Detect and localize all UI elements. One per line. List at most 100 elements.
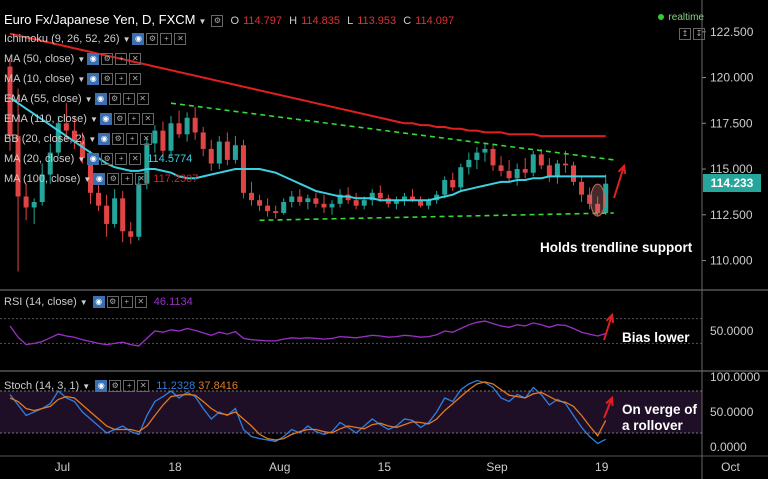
chevron-down-icon[interactable]: ▼ [84,95,93,104]
add-icon[interactable]: + [123,380,136,393]
chevron-down-icon[interactable]: ▼ [82,382,91,391]
add-icon[interactable]: + [127,113,140,126]
add-icon[interactable]: + [160,33,173,46]
close-icon[interactable]: ✕ [134,296,147,309]
chevron-down-icon[interactable]: ▼ [122,35,131,44]
candle-body [15,136,21,197]
add-icon[interactable]: + [122,93,135,106]
chevron-down-icon[interactable]: ▼ [89,115,98,124]
add-icon[interactable]: + [126,133,139,146]
chevron-down-icon[interactable]: ▼ [77,75,86,84]
eye-icon[interactable]: ◉ [87,53,100,66]
chevron-down-icon[interactable]: ▼ [79,298,88,307]
eye-icon[interactable]: ◉ [132,33,145,46]
candle-body [232,145,238,160]
candle [192,106,198,140]
candle [224,132,230,166]
eye-icon[interactable]: ◉ [93,173,106,186]
resistance-trendline [170,102,614,161]
chevron-down-icon[interactable]: ▼ [88,135,97,144]
rsi-label[interactable]: RSI (14, close) [4,296,77,308]
pane-down-icon[interactable]: ↧ [693,28,705,41]
chevron-down-icon[interactable]: ▼ [83,175,92,184]
eye-icon[interactable]: ◉ [98,133,111,146]
settings-icon[interactable]: ⚙ [146,33,159,46]
settings-icon[interactable]: ⚙ [107,173,120,186]
add-icon[interactable]: + [115,153,128,166]
candle [232,136,238,164]
candle [442,176,448,199]
chevron-down-icon[interactable]: ▼ [77,155,86,164]
close-icon[interactable]: ✕ [129,53,142,66]
close-icon[interactable]: ✕ [140,133,153,146]
close-icon[interactable]: ✕ [174,33,187,46]
eye-icon[interactable]: ◉ [92,296,105,309]
candle-body [305,198,311,202]
eye-icon[interactable]: ◉ [95,380,108,393]
candle [249,181,254,206]
realtime-dot-icon [658,14,665,21]
candle [47,143,53,184]
close-icon[interactable]: ✕ [141,113,154,126]
indicator-label[interactable]: EMA (110, close) [4,113,87,125]
candle [353,192,359,210]
eye-icon[interactable]: ◉ [87,153,100,166]
low-label: L [347,15,354,27]
eye-icon[interactable]: ◉ [99,113,112,126]
indicator-label[interactable]: Ichimoku (9, 26, 52, 26) [4,33,120,45]
symbol-title[interactable]: Euro Fx/Japanese Yen, D, FXCM [4,12,196,27]
candle-body [176,123,182,135]
settings-icon[interactable]: ⚙ [112,133,125,146]
settings-icon[interactable]: ⚙ [113,113,126,126]
close-icon[interactable]: ✕ [129,73,142,86]
candle [23,183,29,221]
candle [466,152,472,175]
candle-body [522,169,528,173]
add-icon[interactable]: + [121,173,134,186]
indicator-label[interactable]: EMA (55, close) [4,93,82,105]
eye-icon[interactable]: ◉ [87,73,100,86]
add-icon[interactable]: + [120,296,133,309]
indicator-label[interactable]: MA (50, close) [4,53,75,65]
candle-body [595,203,601,213]
settings-icon[interactable]: ⚙ [101,153,114,166]
candle [321,194,327,213]
candle-body [562,163,568,166]
x-tick-label: Aug [269,460,290,474]
chevron-down-icon[interactable]: ▼ [77,55,86,64]
settings-icon[interactable]: ⚙ [106,296,119,309]
rsi-line [9,320,606,347]
close-icon[interactable]: ✕ [136,93,149,106]
candle [7,57,13,151]
add-icon[interactable]: + [115,53,128,66]
candle-body [112,198,118,224]
settings-icon[interactable]: ⚙ [101,73,114,86]
stoch-label[interactable]: Stoch (14, 3, 1) [4,380,80,392]
candle [474,147,480,170]
pane-up-icon[interactable]: ↥ [679,28,691,41]
settings-icon[interactable]: ⚙ [109,380,122,393]
settings-icon[interactable]: ⚙ [108,93,121,106]
add-icon[interactable]: + [115,73,128,86]
indicator-row: EMA (55, close) ▼ ◉ ⚙ + ✕ [4,93,149,106]
indicator-label[interactable]: MA (10, close) [4,73,75,85]
realtime-status: realtime [658,12,704,23]
indicator-label[interactable]: BB (20, close, 2) [4,133,86,145]
eye-icon[interactable]: ◉ [94,93,107,106]
chevron-down-icon[interactable]: ▼ [198,17,207,26]
candle-body [47,152,53,175]
candle-body [401,196,407,201]
candle [329,200,335,215]
close-icon[interactable]: ✕ [129,153,142,166]
candle-body [184,117,190,135]
indicator-label[interactable]: MA (100, close) [4,173,81,185]
settings-icon[interactable]: ⚙ [101,53,114,66]
indicator-label[interactable]: MA (20, close) [4,153,75,165]
close-icon[interactable]: ✕ [135,173,148,186]
close-icon[interactable]: ✕ [137,380,150,393]
candle [265,198,271,217]
x-tick-label: 19 [595,460,609,474]
candle-body [321,203,327,208]
candle [273,205,279,219]
settings-icon[interactable]: ⚙ [211,15,224,28]
